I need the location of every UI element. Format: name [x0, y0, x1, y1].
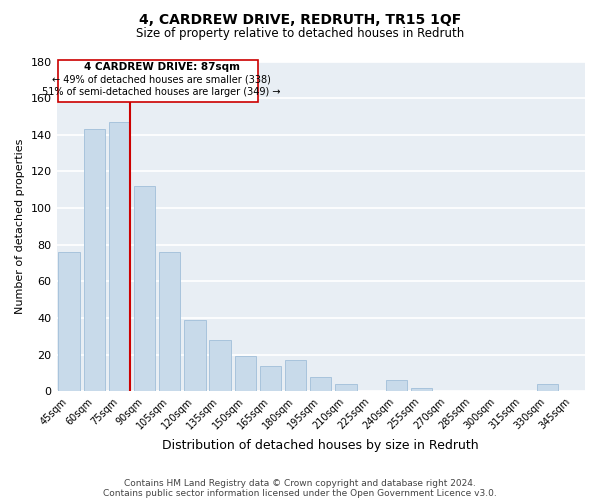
Bar: [134, 186, 155, 392]
Bar: [235, 356, 256, 392]
Bar: [285, 360, 307, 392]
Bar: [335, 384, 356, 392]
Bar: [83, 130, 105, 392]
Text: Size of property relative to detached houses in Redruth: Size of property relative to detached ho…: [136, 28, 464, 40]
Bar: [386, 380, 407, 392]
Bar: [159, 252, 181, 392]
FancyBboxPatch shape: [58, 60, 258, 102]
Text: ← 49% of detached houses are smaller (338): ← 49% of detached houses are smaller (33…: [52, 74, 271, 85]
Bar: [536, 384, 558, 392]
X-axis label: Distribution of detached houses by size in Redruth: Distribution of detached houses by size …: [163, 440, 479, 452]
Y-axis label: Number of detached properties: Number of detached properties: [15, 138, 25, 314]
Text: 4, CARDREW DRIVE, REDRUTH, TR15 1QF: 4, CARDREW DRIVE, REDRUTH, TR15 1QF: [139, 12, 461, 26]
Text: 51% of semi-detached houses are larger (349) →: 51% of semi-detached houses are larger (…: [43, 87, 281, 97]
Bar: [184, 320, 206, 392]
Text: 4 CARDREW DRIVE: 87sqm: 4 CARDREW DRIVE: 87sqm: [83, 62, 239, 72]
Text: Contains public sector information licensed under the Open Government Licence v3: Contains public sector information licen…: [103, 488, 497, 498]
Bar: [260, 366, 281, 392]
Bar: [310, 376, 331, 392]
Text: Contains HM Land Registry data © Crown copyright and database right 2024.: Contains HM Land Registry data © Crown c…: [124, 478, 476, 488]
Bar: [411, 388, 432, 392]
Bar: [109, 122, 130, 392]
Bar: [58, 252, 80, 392]
Bar: [209, 340, 231, 392]
